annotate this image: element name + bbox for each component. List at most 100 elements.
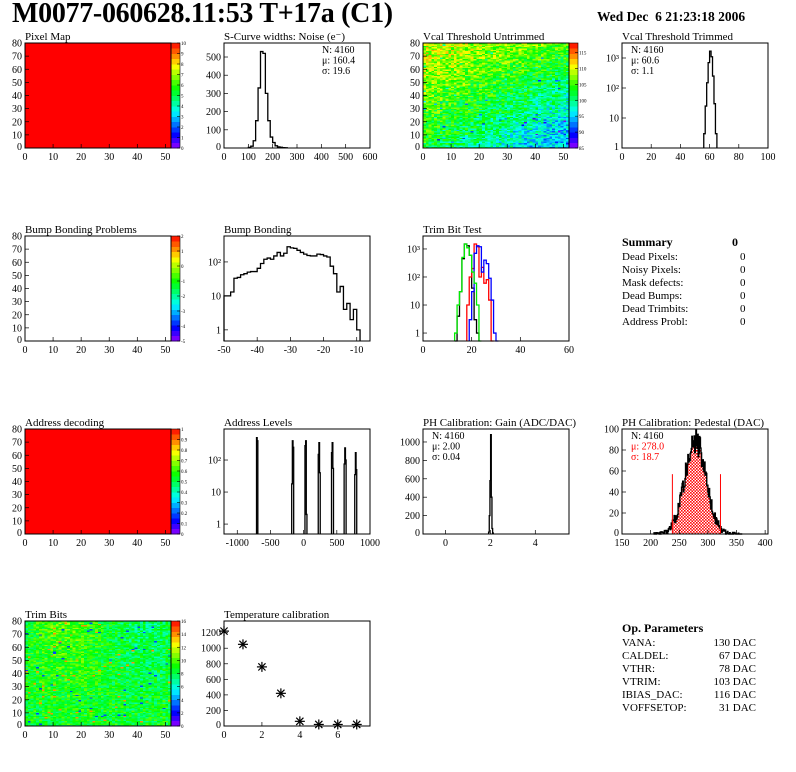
heatmap-cell xyxy=(540,53,545,56)
heatmap-cell xyxy=(538,69,542,71)
heatmap-cell xyxy=(507,95,511,98)
heatmap-cell xyxy=(456,104,460,107)
heatmap-cell xyxy=(481,112,486,115)
heatmap-cell xyxy=(496,124,500,126)
heatmap-cell xyxy=(557,44,561,46)
heatmap-cell xyxy=(465,56,469,58)
heatmap-cell xyxy=(563,61,567,63)
heatmap-cell xyxy=(546,75,550,78)
x-tick-label: 350 xyxy=(729,538,744,549)
heatmap-cell xyxy=(467,99,472,102)
heatmap-cell xyxy=(510,141,514,144)
heatmap-cell xyxy=(552,96,556,99)
heatmap-cell xyxy=(30,673,34,676)
heatmap-cell xyxy=(431,116,435,119)
heatmap-cell xyxy=(518,107,522,109)
heatmap-cell xyxy=(459,127,463,129)
heatmap-cell xyxy=(490,53,494,56)
histogram-fill-bar xyxy=(682,481,684,534)
heatmap-cell xyxy=(552,132,556,134)
heatmap-cell xyxy=(481,71,486,74)
heatmap-cell xyxy=(515,104,519,107)
heatmap-cell xyxy=(566,130,570,133)
heatmap-cell xyxy=(498,79,502,82)
heatmap-cell xyxy=(498,119,502,121)
heatmap-cell xyxy=(557,142,561,145)
heatmap-cell xyxy=(518,70,522,73)
heatmap-cell xyxy=(563,79,567,82)
histogram-series xyxy=(223,246,361,341)
heatmap-cell xyxy=(437,81,441,83)
heatmap-cell xyxy=(465,142,469,145)
heatmap-cell xyxy=(484,69,488,71)
heatmap-cell xyxy=(445,134,449,137)
histogram-fill-bar xyxy=(683,486,685,534)
colorbar-segment xyxy=(569,142,578,149)
heatmap-cell xyxy=(442,133,446,136)
heatmap-cell xyxy=(30,668,34,670)
heatmap-cell xyxy=(27,642,31,644)
heatmap-cell xyxy=(552,133,556,136)
heatmap-cell xyxy=(33,689,37,691)
heatmap-cell xyxy=(456,138,460,141)
heatmap-cell xyxy=(437,74,441,77)
heatmap-cell xyxy=(437,85,441,87)
heatmap-cell xyxy=(459,104,463,107)
histogram-fill-bar xyxy=(676,519,678,534)
heatmap-cell xyxy=(493,144,497,146)
heatmap-cell xyxy=(510,119,514,121)
heatmap-cell xyxy=(510,90,514,92)
heatmap-cell xyxy=(459,109,463,112)
heatmap-cell xyxy=(484,64,488,66)
heatmap-cell xyxy=(439,137,443,140)
heatmap-cell xyxy=(560,129,564,132)
heatmap-cell xyxy=(462,108,466,111)
heatmap-cell xyxy=(434,58,438,61)
heatmap-cell xyxy=(507,112,511,115)
heatmap-cell xyxy=(515,102,519,104)
heatmap-cell xyxy=(30,699,34,702)
heatmap-cell xyxy=(540,140,545,142)
heatmap-cell xyxy=(521,103,525,105)
colorbar-segment xyxy=(171,492,180,498)
heatmap-cell xyxy=(563,125,567,128)
heatmap-cell xyxy=(557,79,561,82)
heatmap-cell xyxy=(445,95,449,98)
heatmap-cell xyxy=(476,91,480,94)
heatmap-cell xyxy=(459,49,463,52)
heatmap-cell xyxy=(442,74,446,77)
heatmap-cell xyxy=(540,61,545,63)
heatmap-cell xyxy=(481,96,486,99)
heatmap-cell xyxy=(453,85,457,87)
heatmap-cell xyxy=(428,98,432,100)
heatmap-cell xyxy=(481,137,486,140)
heatmap-cell xyxy=(512,44,516,46)
heatmap-cell xyxy=(487,134,491,137)
heatmap-cell xyxy=(557,141,561,144)
heatmap-cell xyxy=(490,61,494,63)
heatmap-cell xyxy=(490,43,494,45)
heatmap-cell xyxy=(498,109,502,112)
heatmap-cell xyxy=(467,107,472,109)
heatmap-cell xyxy=(549,78,553,81)
heatmap-cell xyxy=(428,78,432,81)
y-tick-label: 1 xyxy=(216,520,221,531)
heatmap-cell xyxy=(566,65,570,67)
heatmap-cell xyxy=(498,115,502,117)
heatmap-cell xyxy=(431,117,435,120)
heatmap-cell xyxy=(428,69,432,71)
heatmap-cell xyxy=(563,74,567,77)
heatmap-cell xyxy=(529,73,533,75)
colorbar-segment xyxy=(171,43,180,49)
heatmap-cell xyxy=(490,73,494,75)
colorbar-segment xyxy=(569,58,578,65)
heatmap-cell xyxy=(445,133,449,136)
heatmap-cell xyxy=(554,136,559,138)
heatmap-cell xyxy=(552,102,556,104)
x-tick-label: 10 xyxy=(446,152,456,163)
heatmap-cell xyxy=(431,64,435,66)
heatmap-cell xyxy=(484,109,488,112)
heatmap-cell xyxy=(442,81,446,83)
heatmap-cell xyxy=(434,91,438,94)
heatmap-cell xyxy=(566,75,570,78)
